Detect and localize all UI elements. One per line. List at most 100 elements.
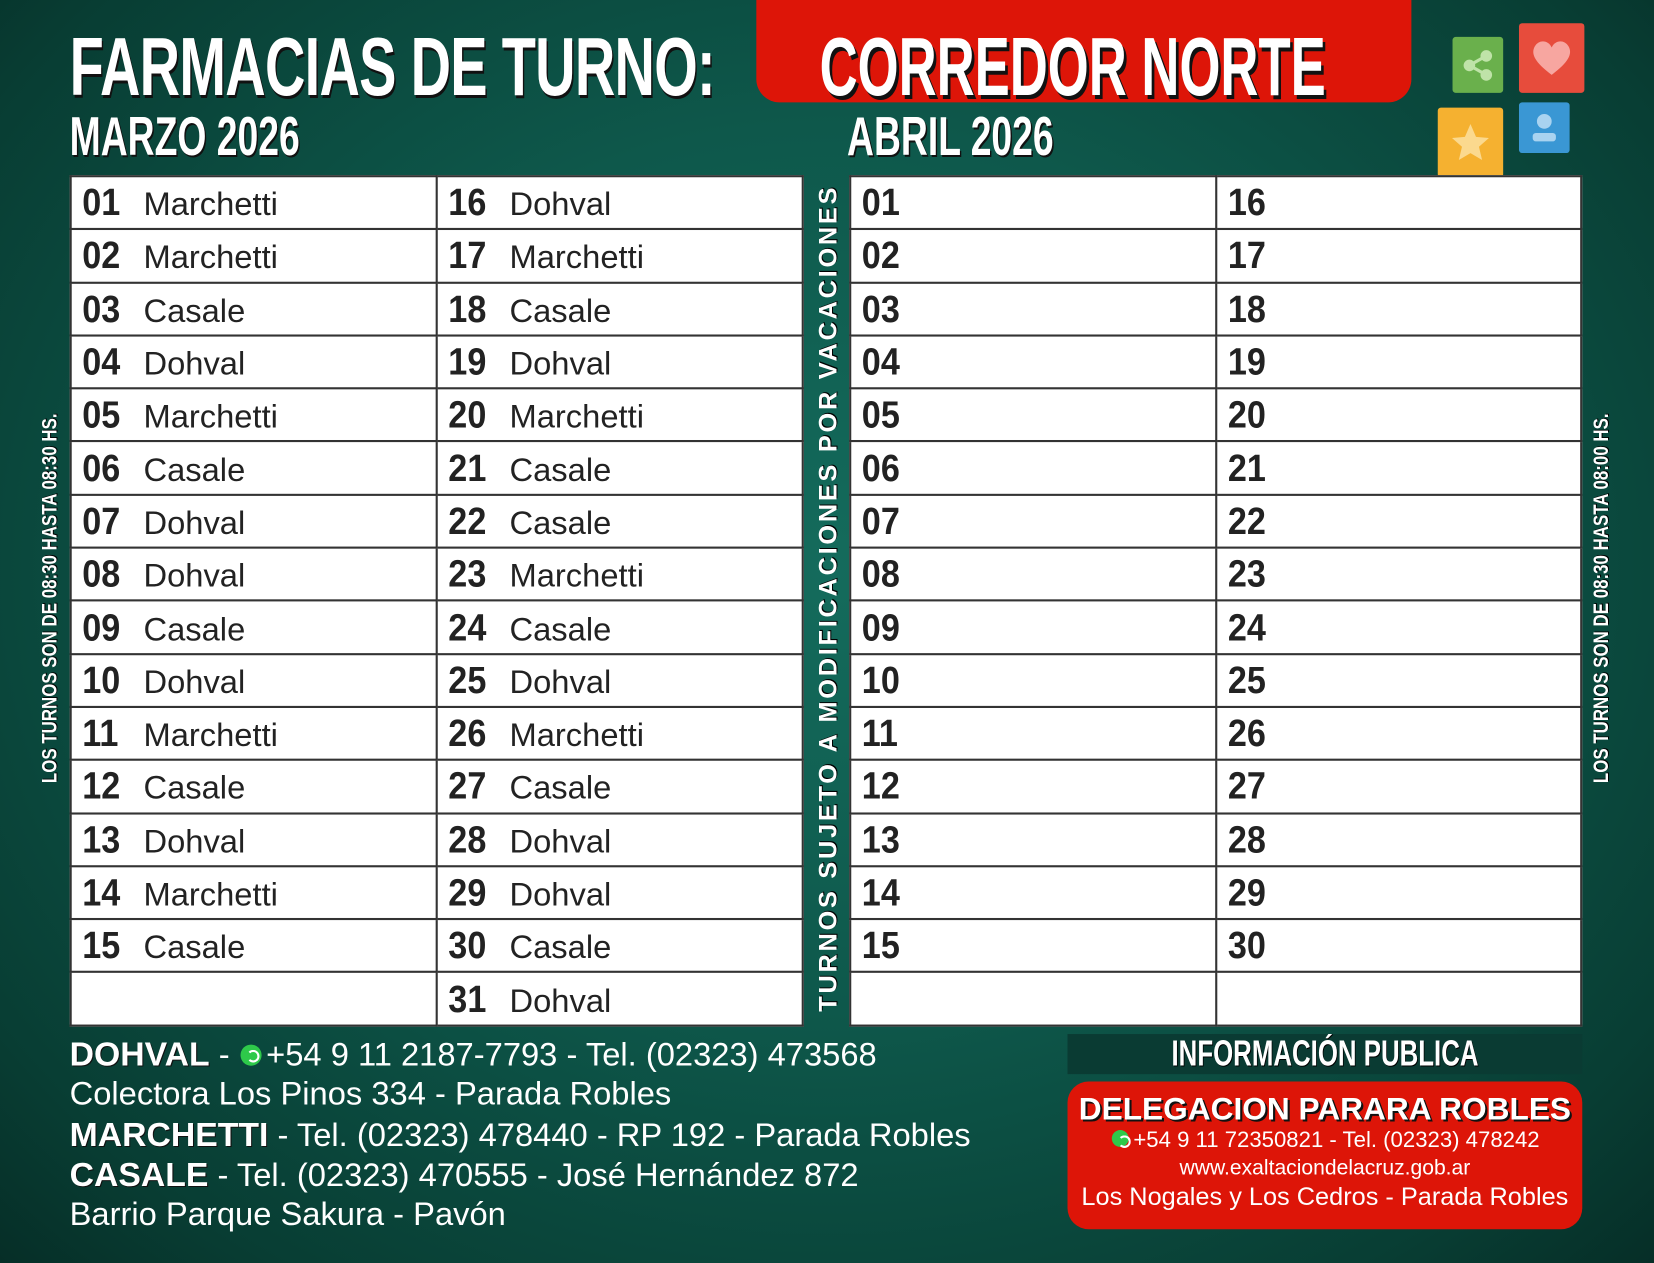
day-cell: 20 Marchetti (435, 387, 804, 443)
delegation-name: DELEGACION PARARA ROBLES (1078, 1092, 1572, 1127)
table-row: 14 29 (849, 865, 1583, 921)
day-number: 05 (82, 392, 121, 437)
day-cell: 20 (1214, 387, 1583, 443)
day-number: 19 (448, 339, 487, 384)
day-cell: 03 (849, 281, 1217, 337)
pharmacy-name: Marchetti (143, 185, 278, 223)
day-cell: 23 Marchetti (435, 546, 804, 602)
table-row: 06 Casale 21 Casale (69, 440, 804, 496)
day-number: 26 (1227, 711, 1266, 755)
table-row: 09 24 (849, 599, 1583, 655)
table-row: 13 28 (849, 811, 1583, 868)
day-number: 23 (448, 552, 487, 596)
dohval-name: DOHVAL (69, 1035, 210, 1074)
day-cell: 24 Casale (435, 599, 804, 655)
day-number: 06 (861, 445, 900, 490)
pharmacy-name: Dohval (143, 663, 246, 701)
day-number: 09 (861, 605, 900, 649)
day-cell: 24 (1214, 599, 1583, 655)
pharmacy-name: Dohval (509, 345, 612, 382)
day-number: 04 (82, 339, 121, 384)
star-icon[interactable] (1437, 107, 1504, 178)
table-row: 12 27 (849, 758, 1583, 815)
day-number: 25 (448, 658, 487, 702)
day-cell: 23 (1214, 546, 1583, 602)
pharmacy-name: Casale (509, 928, 612, 966)
whatsapp-icon (240, 1044, 262, 1066)
day-cell: 29 (1214, 865, 1583, 921)
pharmacy-name: Dohval (143, 345, 246, 382)
day-number: 13 (82, 817, 121, 861)
day-cell: 25 Dohval (435, 652, 804, 708)
table-row: 04 19 (849, 334, 1583, 390)
day-number: 26 (448, 711, 487, 755)
day-number: 30 (448, 923, 487, 967)
pharmacy-name: Dohval (509, 875, 612, 913)
day-cell: 11 Marchetti (69, 705, 438, 762)
day-cell: 04 (849, 334, 1217, 390)
day-number: 27 (448, 764, 487, 808)
marchetti-name: MARCHETTI (69, 1115, 269, 1154)
pharmacy-name: Dohval (509, 822, 612, 860)
pharmacy-name: Casale (143, 451, 246, 489)
day-cell: 25 (1214, 652, 1583, 708)
day-number: 03 (82, 286, 121, 330)
delegation-box: DELEGACION PARARA ROBLES +54 9 11 723508… (1067, 1081, 1583, 1230)
table-row: 01 16 (849, 175, 1583, 231)
day-cell: 19 Dohval (435, 334, 804, 390)
day-cell: 06 Casale (69, 440, 438, 496)
day-cell: 29 Dohval (435, 865, 804, 921)
day-number: 27 (1227, 764, 1266, 808)
day-number: 03 (861, 286, 900, 330)
day-number: 13 (861, 817, 900, 861)
day-number: 02 (861, 233, 900, 277)
table-row: 11 26 (849, 705, 1583, 762)
day-cell: 11 (849, 705, 1217, 762)
day-cell: 22 Casale (435, 493, 804, 549)
day-number: 18 (1227, 286, 1266, 330)
separator: - (209, 1036, 239, 1074)
day-number: 06 (82, 445, 121, 490)
day-number: 14 (82, 870, 121, 914)
pharmacy-name: Casale (509, 610, 612, 648)
day-number: 15 (861, 923, 900, 967)
table-row: 15 Casale 30 Casale (69, 918, 804, 974)
day-cell: 13 (849, 811, 1217, 868)
day-number: 01 (861, 180, 900, 224)
day-cell: 31 Dohval (435, 971, 804, 1027)
day-number: 21 (448, 445, 487, 490)
day-number: 22 (1227, 498, 1266, 543)
dohval-phone: +54 9 11 2187-7793 - Tel. (02323) 473568 (266, 1036, 877, 1074)
table-row: 02 Marchetti 17 Marchetti (69, 228, 804, 284)
day-cell (69, 971, 438, 1027)
day-number: 17 (448, 233, 487, 277)
day-cell: 16 Dohval (435, 175, 804, 231)
contact-marchetti: MARCHETTI - Tel. (02323) 478440 - RP 192… (70, 1115, 971, 1154)
table-row: 13 Dohval 28 Dohval (69, 811, 804, 868)
day-number: 20 (448, 392, 487, 437)
day-cell (1214, 971, 1583, 1027)
day-number: 09 (82, 605, 121, 649)
day-number: 21 (1227, 445, 1266, 490)
table-row: 07 22 (849, 493, 1583, 549)
info-header: INFORMACIÓN PUBLICA (1067, 1034, 1583, 1075)
share-icon[interactable] (1452, 36, 1504, 93)
pharmacy-name: Dohval (509, 185, 612, 223)
pharmacy-name: Casale (509, 504, 612, 542)
table-row: 09 Casale 24 Casale (69, 599, 804, 655)
day-number: 24 (1227, 605, 1266, 649)
heart-icon[interactable] (1518, 23, 1585, 93)
day-cell: 05 (849, 387, 1217, 443)
day-cell: 12 Casale (69, 758, 438, 815)
website-link[interactable]: www.exaltaciondelacruz.gob.ar (1179, 1156, 1471, 1180)
user-icon[interactable] (1518, 102, 1570, 153)
day-cell: 02 (849, 228, 1217, 284)
day-cell: 13 Dohval (69, 811, 438, 868)
day-cell: 26 (1214, 705, 1583, 762)
day-number: 15 (82, 923, 121, 967)
day-cell: 30 (1214, 918, 1583, 974)
table-row: 03 Casale 18 Casale (69, 281, 804, 337)
whatsapp-icon (1112, 1130, 1132, 1149)
day-cell: 14 Marchetti (69, 865, 438, 921)
